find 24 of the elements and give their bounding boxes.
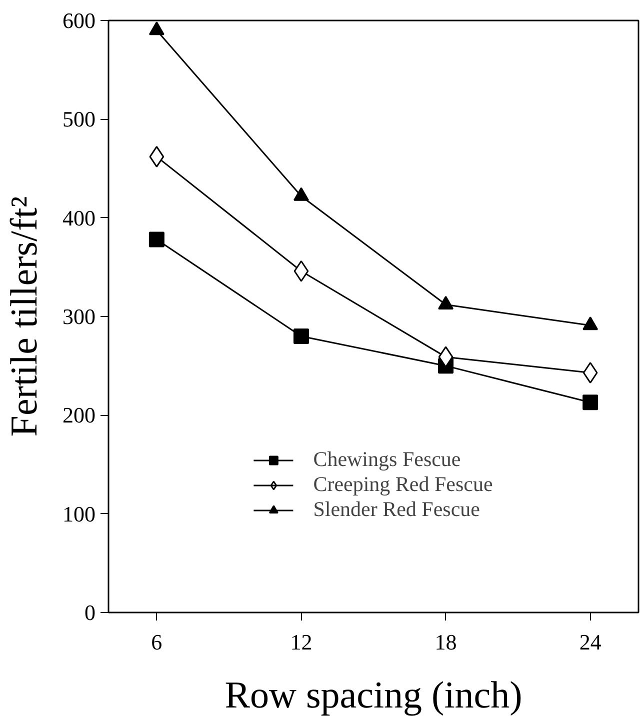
point [149,146,164,168]
y-tick-label: 600 [62,8,96,33]
point [582,362,598,384]
point [148,22,164,36]
point [293,187,309,201]
y-tick-label: 300 [62,304,96,329]
y-tick-label: 100 [62,501,96,526]
point [148,232,164,248]
x-axis-title: Row spacing (inch) [224,674,522,716]
point [294,260,309,282]
y-tick-label: 500 [62,106,96,132]
x-tick-label: 24 [579,630,602,654]
y-tick-label: 0 [84,600,96,625]
point [293,328,309,344]
y-axis-title: Fertile tillers/ft² [4,196,46,437]
x-tick-label: 18 [434,630,457,654]
x-tick-label: 12 [290,630,312,654]
x-tick-label: 6 [151,630,162,654]
legend-label: Creeping Red Fescue [313,472,493,497]
point [582,394,598,410]
legend-label: Slender Red Fescue [313,497,480,522]
y-tick-label: 400 [62,205,96,230]
y-tick-label: 200 [62,402,96,428]
legend-label: Chewings Fescue [313,447,461,472]
